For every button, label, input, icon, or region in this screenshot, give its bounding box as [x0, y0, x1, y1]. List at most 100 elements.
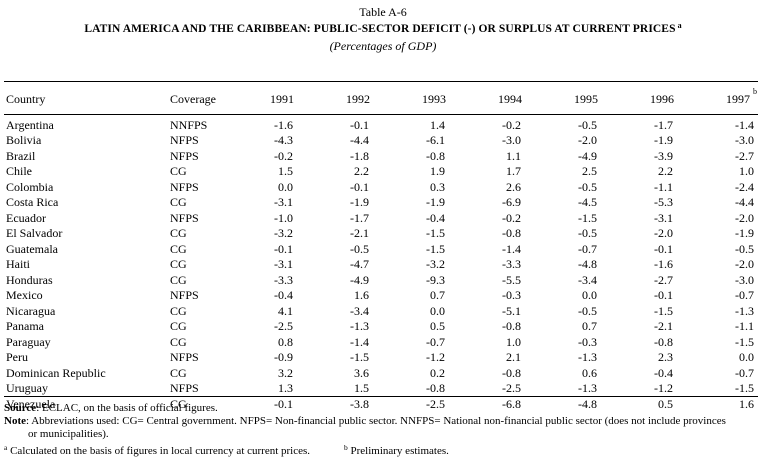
- value-cell-1997: -1.4: [735, 118, 754, 132]
- value-cell-1996: -1.5: [654, 303, 673, 318]
- header-row: Country Coverage 1991 1992 1993 1994 199…: [4, 82, 758, 115]
- header-year-1995: 1995: [574, 91, 598, 106]
- value-cell-1994: -6.8: [502, 396, 521, 411]
- value-cell-1992: -1.4: [350, 334, 369, 349]
- country-cell: Panama: [6, 319, 44, 334]
- value-cell-1996: -1.2: [654, 381, 673, 396]
- country-cell: Colombia: [6, 179, 54, 194]
- header-year-footnote-marker: b: [753, 86, 757, 96]
- value-cell-1995: -4.8: [578, 257, 597, 272]
- value-cell-1996: -3.9: [654, 148, 673, 163]
- value-cell-1992: -1.9: [350, 195, 369, 210]
- value-cell-1991: -1.0: [274, 210, 293, 225]
- country-cell: Uruguay: [6, 381, 48, 396]
- value-cell-1993: -1.2: [426, 350, 445, 365]
- table-row: Chile CG 1.5 2.2 1.9 1.7 2.5 2.2 1.0: [4, 164, 758, 180]
- top-rule: [4, 81, 758, 82]
- country-cell: Brazil: [6, 148, 36, 163]
- value-cell-1992: -0.1: [350, 118, 369, 132]
- value-cell-1996: -3.1: [654, 210, 673, 225]
- coverage-cell: NFPS: [170, 210, 199, 225]
- value-cell-1997: -2.4: [735, 179, 754, 194]
- value-cell-1993: -1.9: [426, 195, 445, 210]
- value-cell-1994: 1.1: [506, 148, 521, 163]
- footnote-b-marker: b: [344, 443, 348, 452]
- value-cell-1993: -3.2: [426, 257, 445, 272]
- value-cell-1994: -0.8: [502, 365, 521, 380]
- coverage-cell: NFPS: [170, 381, 199, 396]
- value-cell-1993: -0.4: [426, 210, 445, 225]
- coverage-cell: CG: [170, 195, 187, 210]
- value-cell-1991: -3.3: [274, 272, 293, 287]
- country-cell: Honduras: [6, 272, 53, 287]
- value-cell-1993: 1.4: [430, 118, 445, 132]
- value-cell-1995: -4.9: [578, 148, 597, 163]
- value-cell-1996: 2.3: [658, 350, 673, 365]
- value-cell-1995: -4.5: [578, 195, 597, 210]
- value-cell-1991: -0.4: [274, 288, 293, 303]
- value-cell-1993: 0.5: [430, 319, 445, 334]
- footnote-a: a Calculated on the basis of figures in …: [4, 443, 310, 457]
- value-cell-1992: -1.7: [350, 210, 369, 225]
- value-cell-1996: 0.5: [658, 396, 673, 411]
- value-cell-1992: -3.8: [350, 396, 369, 411]
- value-cell-1994: 2.1: [506, 350, 521, 365]
- value-cell-1994: -0.8: [502, 226, 521, 241]
- country-cell: Mexico: [6, 288, 43, 303]
- value-cell-1995: -1.3: [578, 350, 597, 365]
- value-cell-1992: 1.5: [354, 381, 369, 396]
- value-cell-1995: -0.5: [578, 226, 597, 241]
- table-number: Table A-6: [359, 5, 407, 19]
- value-cell-1991: 0.8: [278, 334, 293, 349]
- value-cell-1996: -0.8: [654, 334, 673, 349]
- country-cell: Nicaragua: [6, 303, 56, 318]
- value-cell-1994: -1.4: [502, 241, 521, 256]
- coverage-cell: CG: [170, 365, 187, 380]
- value-cell-1991: 0.0: [278, 179, 293, 194]
- value-cell-1993: -2.5: [426, 396, 445, 411]
- coverage-cell: NFPS: [170, 288, 199, 303]
- value-cell-1997: -1.5: [735, 334, 754, 349]
- value-cell-1993: -0.7: [426, 334, 445, 349]
- value-cell-1995: 0.7: [582, 319, 597, 334]
- value-cell-1993: -0.8: [426, 381, 445, 396]
- country-cell: Costa Rica: [6, 195, 59, 210]
- header-year-1994: 1994: [498, 91, 522, 106]
- coverage-cell: CG: [170, 303, 187, 318]
- country-cell: Bolivia: [6, 133, 42, 148]
- value-cell-1991: 4.1: [278, 303, 293, 318]
- value-cell-1997: 1.6: [739, 396, 754, 411]
- table-row: Paraguay CG 0.8 -1.4 -0.7 1.0 -0.3 -0.8 -1.5: [4, 335, 758, 351]
- value-cell-1994: -6.9: [502, 195, 521, 210]
- source-text: : ECLAC, on the basis of official figure…: [36, 402, 218, 414]
- table-row: Haiti CG -3.1 -4.7 -3.2 -3.3 -4.8 -1.6 -2.0: [4, 257, 758, 273]
- value-cell-1993: -0.8: [426, 148, 445, 163]
- header-year-1997-label: 1997: [726, 91, 750, 106]
- value-cell-1995: -1.3: [578, 381, 597, 396]
- value-cell-1997: -2.0: [735, 210, 754, 225]
- value-cell-1994: -5.1: [502, 303, 521, 318]
- coverage-cell: CG: [170, 241, 187, 256]
- value-cell-1997: -1.3: [735, 303, 754, 318]
- table-row: Nicaragua CG 4.1 -3.4 0.0 -5.1 -0.5 -1.5 -1.3: [4, 304, 758, 320]
- value-cell-1995: -0.5: [578, 118, 597, 132]
- coverage-cell: CG: [170, 334, 187, 349]
- value-cell-1993: 0.7: [430, 288, 445, 303]
- value-cell-1992: -4.4: [350, 133, 369, 148]
- country-cell: El Salvador: [6, 226, 63, 241]
- country-cell: Dominican Republic: [6, 365, 106, 380]
- coverage-cell: NFPS: [170, 350, 199, 365]
- value-cell-1996: 2.2: [658, 164, 673, 179]
- value-cell-1991: -0.1: [274, 396, 293, 411]
- coverage-cell: NNFPS: [170, 118, 208, 132]
- table-row: Guatemala CG -0.1 -0.5 -1.5 -1.4 -0.7 -0.1 -0.5: [4, 242, 758, 258]
- table-row: Costa Rica CG -3.1 -1.9 -1.9 -6.9 -4.5 -5.3 -4.4: [4, 195, 758, 211]
- source-label: Source: [4, 402, 37, 414]
- header-rule: [4, 114, 758, 115]
- header-year-1993: 1993: [422, 91, 446, 106]
- value-cell-1994: 2.6: [506, 179, 521, 194]
- footnote-b-text: Preliminary estimates.: [350, 445, 449, 457]
- value-cell-1991: 1.5: [278, 164, 293, 179]
- value-cell-1995: -3.4: [578, 272, 597, 287]
- value-cell-1991: 3.2: [278, 365, 293, 380]
